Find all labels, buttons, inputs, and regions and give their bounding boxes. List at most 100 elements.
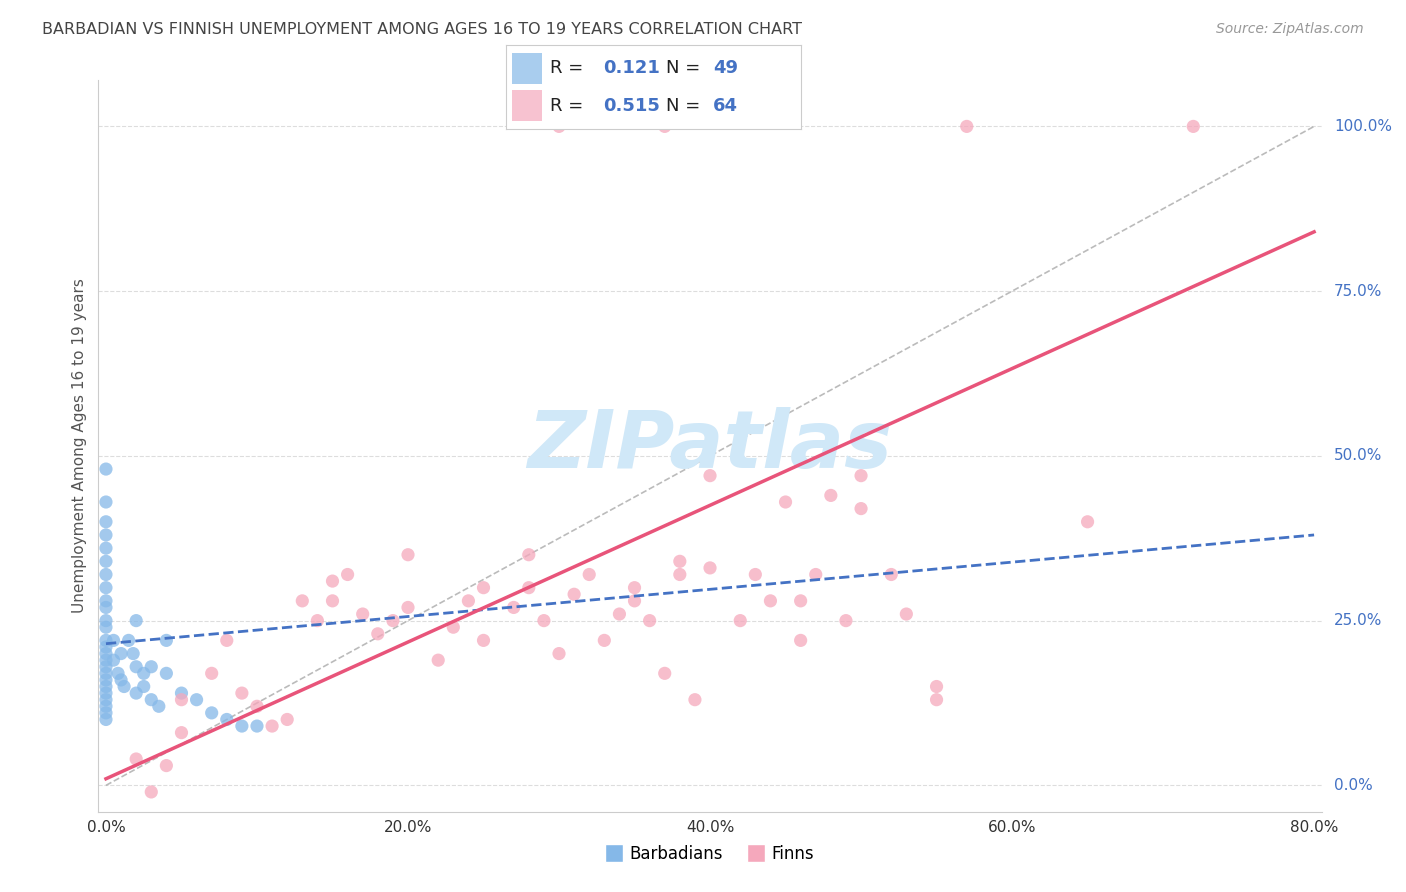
Point (654, 120, 676, 134)
Point (956, 120, 979, 134)
Text: N =: N = (665, 96, 706, 114)
Point (94, 673, 117, 687)
Point (215, 633, 238, 648)
Point (789, 633, 811, 648)
Y-axis label: Unemployment Among Ages 16 to 19 years: Unemployment Among Ages 16 to 19 years (72, 278, 87, 614)
Point (849, 468, 872, 483)
Text: 25.0%: 25.0% (1334, 613, 1382, 628)
Text: 0.515: 0.515 (603, 96, 661, 114)
Point (201, 706, 224, 720)
Point (578, 567, 600, 582)
Text: 50.0%: 50.0% (1334, 449, 1382, 463)
Point (880, 567, 903, 582)
Point (94, 495, 117, 509)
Point (789, 594, 811, 608)
Point (472, 633, 495, 648)
Point (472, 581, 495, 595)
Point (94, 692, 117, 706)
Point (231, 686, 253, 700)
Point (94, 528, 117, 542)
Point (654, 666, 676, 681)
Point (110, 647, 132, 661)
Point (381, 614, 404, 628)
Point (94, 686, 117, 700)
Point (548, 647, 571, 661)
Point (94, 600, 117, 615)
Point (896, 607, 918, 621)
Point (548, 120, 571, 134)
Point (246, 719, 269, 733)
FancyBboxPatch shape (512, 54, 541, 84)
Text: Source: ZipAtlas.com: Source: ZipAtlas.com (1216, 22, 1364, 37)
Point (155, 758, 177, 772)
Point (517, 581, 540, 595)
Point (94, 633, 117, 648)
Point (533, 614, 555, 628)
Point (125, 752, 148, 766)
Point (623, 581, 645, 595)
Point (623, 594, 645, 608)
Point (94, 594, 117, 608)
Point (1077, 515, 1099, 529)
Point (186, 692, 208, 706)
Point (107, 666, 129, 681)
Point (262, 719, 284, 733)
Point (112, 680, 135, 694)
Point (367, 627, 389, 641)
Point (94, 706, 117, 720)
Text: R =: R = (550, 60, 589, 78)
Point (231, 719, 253, 733)
FancyBboxPatch shape (512, 90, 541, 120)
Point (132, 680, 155, 694)
Point (94, 659, 117, 673)
Point (94, 614, 117, 628)
Text: 0.121: 0.121 (603, 60, 661, 78)
Legend: Barbadians, Finns: Barbadians, Finns (599, 838, 821, 869)
Point (94, 567, 117, 582)
Point (849, 501, 872, 516)
Point (125, 686, 148, 700)
Point (336, 567, 359, 582)
Point (307, 614, 329, 628)
Text: BARBADIAN VS FINNISH UNEMPLOYMENT AMONG AGES 16 TO 19 YEARS CORRELATION CHART: BARBADIAN VS FINNISH UNEMPLOYMENT AMONG … (42, 22, 803, 37)
Point (132, 666, 155, 681)
Point (94, 581, 117, 595)
Point (94, 680, 117, 694)
Point (804, 567, 827, 582)
Point (170, 692, 193, 706)
Point (125, 659, 148, 673)
Text: 64: 64 (713, 96, 738, 114)
Point (103, 633, 125, 648)
Point (669, 554, 692, 568)
Point (638, 614, 661, 628)
Text: 75.0%: 75.0% (1334, 284, 1382, 299)
Point (201, 666, 224, 681)
Point (170, 686, 193, 700)
Point (744, 567, 766, 582)
Point (925, 680, 948, 694)
Point (215, 713, 238, 727)
Text: R =: R = (550, 96, 589, 114)
Point (609, 607, 631, 621)
Point (699, 468, 721, 483)
Point (441, 620, 464, 634)
Point (517, 548, 540, 562)
Point (117, 633, 139, 648)
Point (699, 561, 721, 575)
Point (94, 653, 117, 667)
Point (291, 594, 314, 608)
Text: 0.0%: 0.0% (1334, 778, 1372, 793)
Point (276, 713, 298, 727)
Point (1182, 120, 1205, 134)
Point (759, 594, 782, 608)
Point (94, 699, 117, 714)
Point (593, 633, 616, 648)
Point (502, 600, 524, 615)
Point (110, 673, 132, 687)
Point (352, 607, 374, 621)
Point (94, 541, 117, 556)
Point (94, 713, 117, 727)
Text: 100.0%: 100.0% (1334, 119, 1392, 134)
Point (148, 699, 170, 714)
Point (835, 614, 858, 628)
